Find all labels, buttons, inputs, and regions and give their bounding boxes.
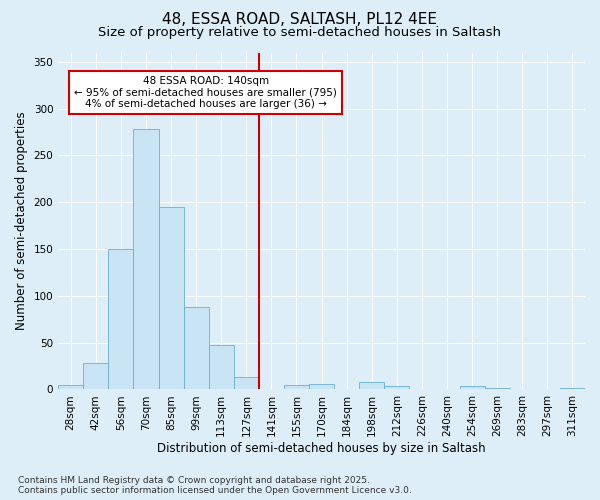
Bar [109,249,133,390]
Bar [234,378,259,390]
Text: Contains HM Land Registry data © Crown copyright and database right 2025.
Contai: Contains HM Land Registry data © Crown c… [18,476,412,495]
Bar [359,382,385,390]
Text: Size of property relative to semi-detached houses in Saltash: Size of property relative to semi-detach… [98,26,502,39]
Bar [133,130,158,390]
Y-axis label: Number of semi-detached properties: Number of semi-detached properties [15,112,28,330]
X-axis label: Distribution of semi-detached houses by size in Saltash: Distribution of semi-detached houses by … [157,442,486,455]
Bar [510,388,535,390]
Text: 48 ESSA ROAD: 140sqm
← 95% of semi-detached houses are smaller (795)
4% of semi-: 48 ESSA ROAD: 140sqm ← 95% of semi-detac… [74,76,337,110]
Bar [485,388,510,390]
Bar [184,307,209,390]
Bar [284,385,309,390]
Bar [209,344,234,390]
Bar [83,364,109,390]
Text: 48, ESSA ROAD, SALTASH, PL12 4EE: 48, ESSA ROAD, SALTASH, PL12 4EE [163,12,437,28]
Bar [385,386,409,390]
Bar [58,385,83,390]
Bar [560,388,585,390]
Bar [460,386,485,390]
Bar [309,384,334,390]
Bar [158,207,184,390]
